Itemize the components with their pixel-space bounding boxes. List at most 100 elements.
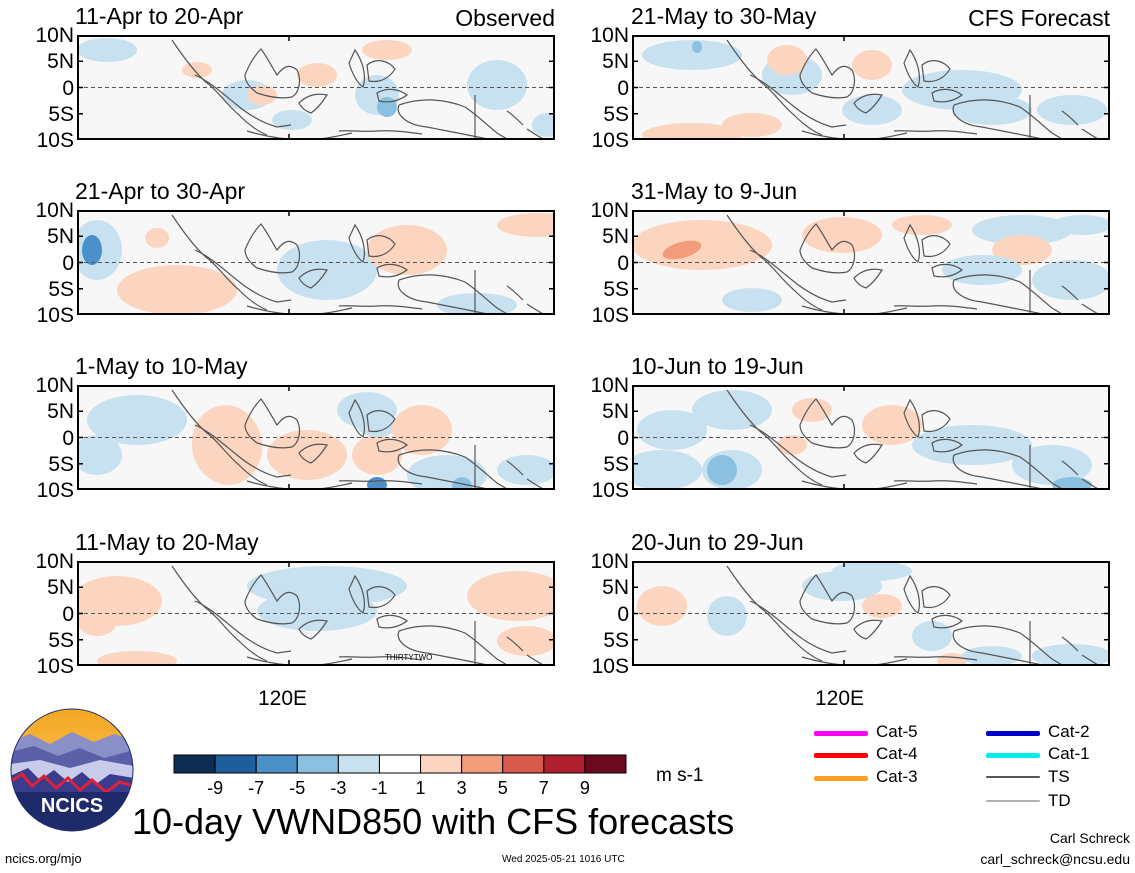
- colorbar-swatch: [502, 754, 545, 774]
- map-panel: [77, 35, 555, 140]
- map-panel: [632, 210, 1110, 315]
- coastline: [397, 454, 488, 490]
- map-panel: [632, 561, 1110, 666]
- coastline: [506, 285, 524, 301]
- lat-label: 10N: [35, 24, 74, 47]
- coastline: [397, 104, 488, 140]
- panel-title: 21-May to 30-May: [631, 3, 817, 29]
- coastline: [726, 214, 823, 311]
- footer-url: ncics.org/mjo: [5, 851, 82, 866]
- main-title: 10-day VWND850 with CFS forecasts: [132, 801, 735, 842]
- coastline: [366, 586, 396, 609]
- coastline: [893, 656, 978, 661]
- coastline: [338, 480, 423, 485]
- coastline: [171, 389, 268, 486]
- coastline: [799, 223, 856, 274]
- coastline: [903, 574, 921, 614]
- coastline: [398, 99, 508, 140]
- coastline: [298, 268, 328, 289]
- lat-label: 5N: [47, 576, 74, 600]
- coastline: [953, 99, 1063, 140]
- coastline: [953, 274, 1063, 315]
- coastline: [194, 424, 292, 478]
- coastline: [749, 600, 847, 654]
- legend-swatch: [986, 800, 1040, 802]
- coastline: [853, 443, 883, 464]
- colorbar-tick-label: -7: [248, 778, 264, 798]
- lat-label: 10S: [36, 304, 74, 327]
- colorbar-units: m s-1: [656, 765, 704, 786]
- lat-label: 10N: [590, 374, 629, 397]
- lat-label: 5N: [602, 400, 629, 424]
- coastline: [853, 619, 883, 640]
- lat-label: 5N: [602, 576, 629, 600]
- panel-title: 11-May to 20-May: [75, 529, 259, 555]
- coastline: [921, 586, 951, 609]
- lat-label: 5S: [603, 277, 629, 301]
- coastline: [348, 398, 366, 438]
- panel-title: 10-Jun to 19-Jun: [631, 353, 804, 379]
- coastline: [799, 398, 856, 449]
- lat-label: 10S: [36, 129, 74, 152]
- coastline: [726, 565, 823, 662]
- panel-title: 11-Apr to 20-Apr: [75, 3, 244, 29]
- colorbar-swatch: [543, 754, 586, 774]
- lat-label: 5S: [48, 628, 74, 652]
- lat-label: 0: [62, 602, 74, 626]
- colorbar-tick-label: -1: [371, 778, 387, 798]
- storm-label: THIRTYTWO: [385, 653, 432, 662]
- lat-label: 0: [617, 426, 629, 450]
- lat-label: 10N: [35, 199, 74, 222]
- colorbar-swatch: [296, 754, 339, 774]
- lat-label: 10S: [591, 304, 629, 327]
- coastline: [348, 574, 366, 614]
- coastline: [1061, 285, 1079, 301]
- colorbar-tick-label: 3: [457, 778, 467, 798]
- legend-label: TD: [1048, 791, 1071, 810]
- legend-label: Cat-1: [1048, 744, 1090, 763]
- colorbar-swatch: [214, 754, 257, 774]
- coastline: [397, 630, 488, 666]
- coastline: [376, 438, 409, 453]
- coastline: [194, 74, 292, 128]
- coastline: [194, 600, 292, 654]
- legend-label: TS: [1048, 767, 1070, 786]
- panel-title: 20-Jun to 29-Jun: [631, 529, 804, 555]
- coastline: [749, 249, 847, 303]
- coastline: [749, 424, 847, 478]
- lat-label: 0: [617, 602, 629, 626]
- lat-label: 10N: [590, 24, 629, 47]
- coastline: [799, 574, 856, 625]
- coastline: [952, 630, 1043, 666]
- coastline: [244, 48, 301, 99]
- coastline: [298, 619, 328, 640]
- lat-label: 0: [617, 76, 629, 100]
- coastline: [506, 460, 524, 476]
- coastline: [931, 263, 964, 278]
- coastline: [726, 39, 823, 136]
- legend-swatch: [814, 731, 868, 736]
- colorbar-tick-label: 1: [416, 778, 426, 798]
- coastline: [952, 454, 1043, 490]
- coastline: [931, 88, 964, 103]
- lat-label: 10N: [35, 374, 74, 397]
- coastline: [903, 223, 921, 263]
- coastline: [171, 39, 268, 136]
- coastline: [194, 249, 292, 303]
- lat-label: 5S: [48, 452, 74, 476]
- panel-tag: CFS Forecast: [968, 5, 1110, 31]
- coastline: [348, 223, 366, 263]
- coastline: [366, 60, 396, 83]
- panel-title: 1-May to 10-May: [75, 353, 248, 379]
- coastline: [338, 130, 423, 135]
- legend-swatch: [986, 776, 1040, 778]
- lat-label: 5N: [602, 50, 629, 74]
- coastline: [397, 279, 488, 315]
- coastline: [171, 214, 268, 311]
- panel-tag: Observed: [455, 5, 555, 31]
- map-panel: [77, 210, 555, 315]
- lon-label-right: 120E: [815, 687, 865, 710]
- lat-label: 10S: [36, 655, 74, 678]
- colorbar-tick-label: -9: [207, 778, 223, 798]
- lat-label: 10S: [591, 479, 629, 502]
